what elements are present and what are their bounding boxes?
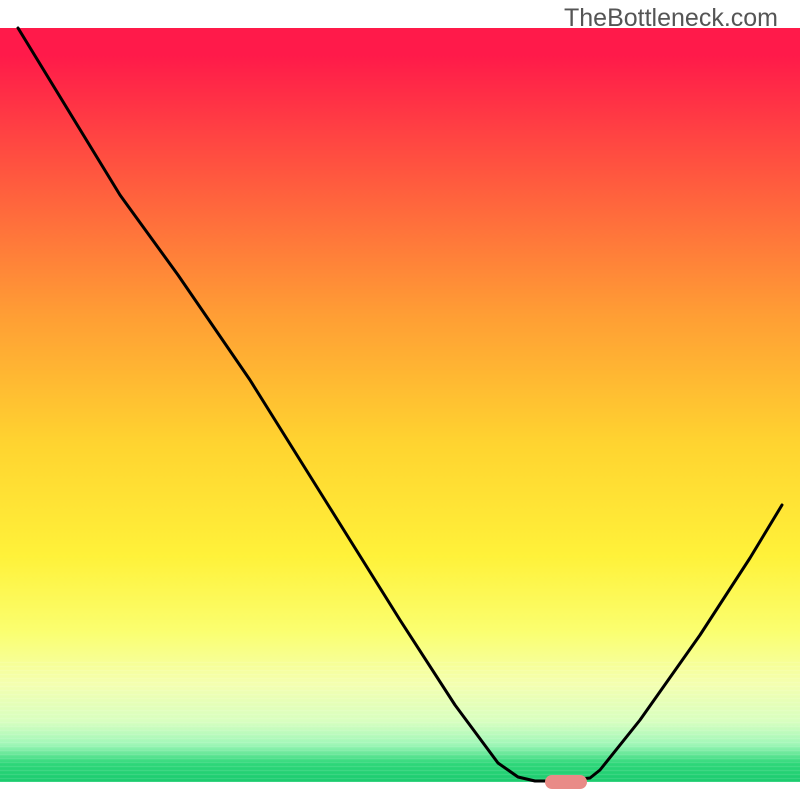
watermark-text: TheBottleneck.com [564,4,778,33]
bottom-white-border [0,782,800,800]
optimal-range-marker [545,775,587,789]
chart-container: TheBottleneck.com [0,0,800,800]
gradient-background [0,0,800,800]
